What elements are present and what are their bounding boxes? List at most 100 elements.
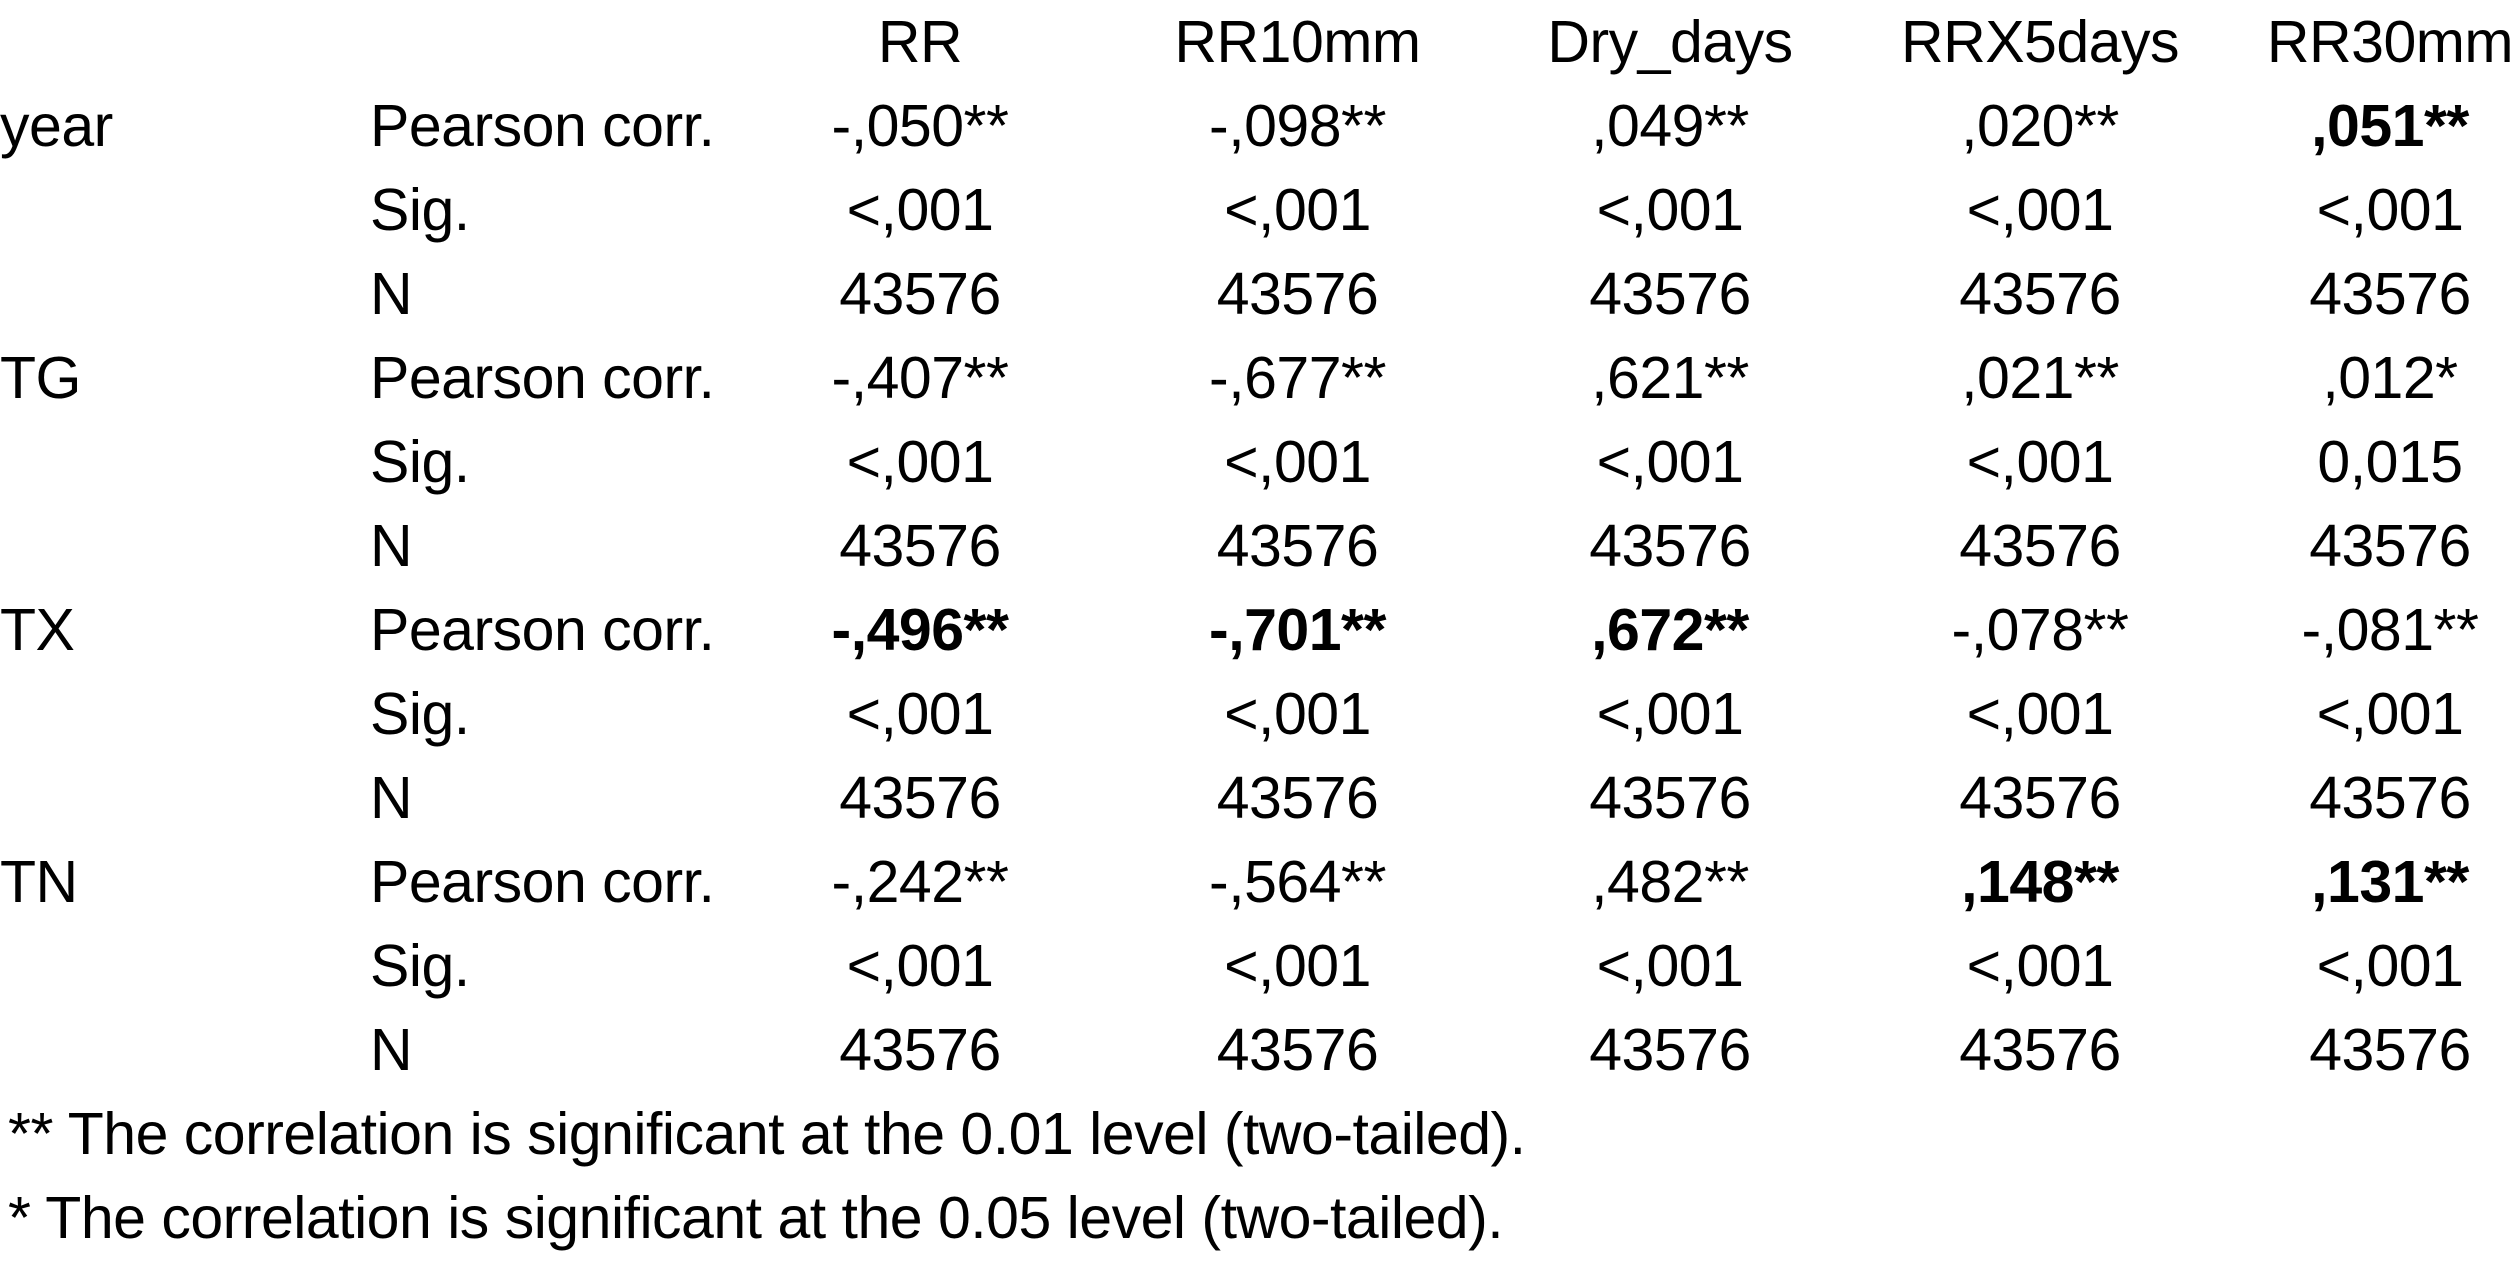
- value-cell: <,001: [1596, 429, 1744, 495]
- value-cell: -,050**: [831, 93, 1009, 159]
- value-cell: 0,015: [2317, 429, 2463, 495]
- value-cell: <,001: [1224, 681, 1371, 747]
- value-cell: 43576: [1589, 765, 1751, 831]
- value-cell: <,001: [1224, 933, 1371, 999]
- value-cell: 43576: [1959, 765, 2121, 831]
- value-cell: 43576: [1589, 1017, 1751, 1083]
- value-cell: ,672**: [1591, 597, 1749, 663]
- stat-label: Sig.: [370, 933, 470, 999]
- value-cell: <,001: [2316, 933, 2464, 999]
- variable-label: TN: [0, 849, 78, 915]
- footnote-significance-005: * The correlation is significant at the …: [8, 1185, 1504, 1251]
- value-cell: 43576: [2309, 513, 2471, 579]
- value-cell: 43576: [1216, 513, 1379, 579]
- footnotes: ** The correlation is significant at the…: [0, 1092, 2511, 1260]
- value-cell: <,001: [2316, 177, 2464, 243]
- variable-label: [0, 924, 370, 1008]
- variable-label: [0, 420, 370, 504]
- value-cell: <,001: [2316, 681, 2464, 747]
- value-cell: ,051**: [2311, 93, 2469, 159]
- column-header-rr: RR: [877, 9, 963, 75]
- value-cell: -,098**: [1209, 93, 1386, 159]
- stat-label: Sig.: [370, 429, 470, 495]
- value-cell: <,001: [1224, 177, 1371, 243]
- value-cell: 43576: [1216, 261, 1379, 327]
- stat-label: Sig.: [370, 681, 470, 747]
- value-cell: 43576: [1589, 513, 1751, 579]
- variable-label: TG: [0, 345, 81, 411]
- table-row: N 43576 43576 43576 43576 43576: [0, 1008, 2511, 1092]
- table-row: N 43576 43576 43576 43576 43576: [0, 504, 2511, 588]
- table-row: TN Pearson corr. -,242** -,564** ,482** ,148*…: [0, 840, 2511, 924]
- value-cell: 43576: [1959, 261, 2121, 327]
- value-cell: <,001: [1966, 933, 2114, 999]
- value-cell: 43576: [1959, 1017, 2121, 1083]
- column-header-rr10mm: RR10mm: [1174, 9, 1421, 75]
- variable-label: [0, 504, 370, 588]
- value-cell: <,001: [846, 429, 994, 495]
- value-cell: <,001: [846, 933, 994, 999]
- stat-label: N: [370, 1017, 413, 1083]
- stat-label: Pearson corr.: [370, 345, 715, 411]
- variable-label: [0, 672, 370, 756]
- correlation-table: RR RR10mm Dry_days RRX5days RR30mm year Pears…: [0, 0, 2511, 1092]
- value-cell: ,131**: [2311, 849, 2469, 915]
- value-cell: <,001: [1596, 933, 1744, 999]
- value-cell: -,677**: [1209, 345, 1386, 411]
- value-cell: 43576: [2309, 1017, 2471, 1083]
- value-cell: 43576: [839, 765, 1001, 831]
- variable-label: TX: [0, 597, 75, 663]
- value-cell: ,020**: [1961, 93, 2119, 159]
- table-row: N 43576 43576 43576 43576 43576: [0, 756, 2511, 840]
- value-cell: <,001: [1966, 177, 2114, 243]
- table-row: N 43576 43576 43576 43576 43576: [0, 252, 2511, 336]
- value-cell: 43576: [839, 1017, 1001, 1083]
- variable-label: year: [0, 93, 113, 159]
- stat-label: Sig.: [370, 177, 470, 243]
- variable-label: [0, 252, 370, 336]
- value-cell: <,001: [1224, 429, 1371, 495]
- corner-cell-variable: [0, 0, 370, 84]
- table-row: Sig. <,001 <,001 <,001 <,001 <,001: [0, 672, 2511, 756]
- value-cell: -,496**: [831, 597, 1009, 663]
- table-row: Sig. <,001 <,001 <,001 <,001 0,015: [0, 420, 2511, 504]
- value-cell: 43576: [1589, 261, 1751, 327]
- value-cell: 43576: [1216, 765, 1379, 831]
- value-cell: ,021**: [1961, 345, 2119, 411]
- value-cell: <,001: [1966, 681, 2114, 747]
- variable-label: [0, 168, 370, 252]
- value-cell: <,001: [1966, 429, 2114, 495]
- stat-label: N: [370, 513, 413, 579]
- stat-label: N: [370, 261, 413, 327]
- value-cell: <,001: [1596, 681, 1744, 747]
- table-row: Sig. <,001 <,001 <,001 <,001 <,001: [0, 924, 2511, 1008]
- value-cell: <,001: [1596, 177, 1744, 243]
- value-cell: 43576: [839, 513, 1001, 579]
- stat-label: Pearson corr.: [370, 849, 715, 915]
- table-row: TG Pearson corr. -,407** -,677** ,621** ,021*…: [0, 336, 2511, 420]
- stat-label: N: [370, 765, 413, 831]
- value-cell: ,049**: [1591, 93, 1749, 159]
- value-cell: 43576: [2309, 261, 2471, 327]
- stat-label: Pearson corr.: [370, 597, 715, 663]
- corner-cell-stat: [370, 0, 730, 84]
- value-cell: <,001: [846, 177, 994, 243]
- value-cell: -,078**: [1951, 597, 2129, 663]
- column-header-dry_days: Dry_days: [1547, 9, 1793, 75]
- value-cell: -,242**: [831, 849, 1009, 915]
- column-header-rrx5days: RRX5days: [1900, 9, 2180, 75]
- value-cell: 43576: [1959, 513, 2121, 579]
- footnote-significance-001: ** The correlation is significant at the…: [8, 1101, 1526, 1167]
- value-cell: -,564**: [1209, 849, 1386, 915]
- value-cell: -,701**: [1209, 597, 1386, 663]
- table-header: RR RR10mm Dry_days RRX5days RR30mm: [0, 0, 2511, 84]
- column-header-rr30mm: RR30mm: [2266, 9, 2511, 75]
- variable-label: [0, 756, 370, 840]
- table-row: Sig. <,001 <,001 <,001 <,001 <,001: [0, 168, 2511, 252]
- value-cell: 43576: [1216, 1017, 1379, 1083]
- header-row: RR RR10mm Dry_days RRX5days RR30mm: [0, 0, 2511, 84]
- value-cell: 43576: [839, 261, 1001, 327]
- value-cell: ,012*: [2322, 345, 2458, 411]
- variable-label: [0, 1008, 370, 1092]
